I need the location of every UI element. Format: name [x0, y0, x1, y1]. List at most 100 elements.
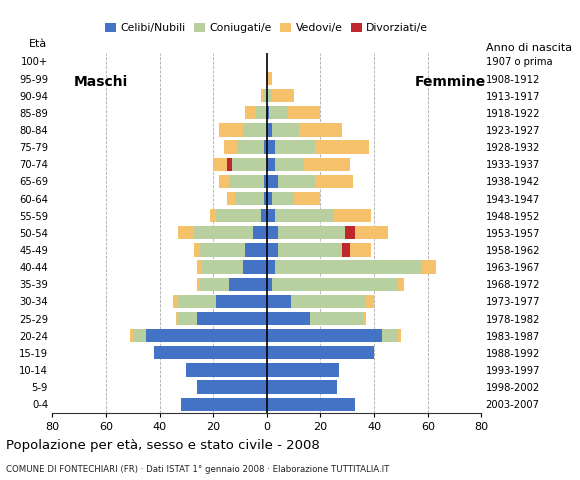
Bar	[278, 226, 345, 240]
Legend: Celibi/Nubili, Coniugati/e, Vedovi/e, Divorziati/e: Celibi/Nubili, Coniugati/e, Vedovi/e, Di…	[101, 19, 433, 37]
Bar	[366, 295, 374, 308]
Bar	[272, 277, 398, 291]
Bar	[398, 329, 401, 342]
Bar	[267, 72, 272, 85]
Bar	[133, 329, 146, 342]
Bar	[173, 295, 178, 308]
Bar	[267, 175, 278, 188]
Bar	[194, 226, 253, 240]
Bar	[272, 192, 293, 205]
Bar	[227, 192, 234, 205]
Bar	[267, 243, 278, 257]
Bar	[398, 277, 404, 291]
Bar	[154, 346, 267, 360]
Bar	[267, 209, 275, 222]
Bar	[315, 141, 369, 154]
Bar	[267, 312, 310, 325]
Bar	[270, 106, 288, 120]
Bar	[262, 89, 264, 102]
Bar	[237, 141, 264, 154]
Bar	[267, 226, 278, 240]
Bar	[229, 175, 264, 188]
Bar	[267, 397, 356, 411]
Bar	[242, 260, 267, 274]
Bar	[181, 397, 267, 411]
Bar	[272, 89, 293, 102]
Bar	[363, 312, 366, 325]
Text: Maschi: Maschi	[74, 75, 128, 89]
Bar	[229, 277, 267, 291]
Bar	[130, 329, 133, 342]
Bar	[194, 243, 200, 257]
Text: Età: Età	[28, 39, 47, 49]
Bar	[350, 243, 371, 257]
Bar	[178, 295, 216, 308]
Bar	[288, 106, 320, 120]
Bar	[315, 175, 353, 188]
Bar	[422, 260, 436, 274]
Bar	[211, 209, 216, 222]
Bar	[267, 346, 374, 360]
Bar	[267, 192, 272, 205]
Bar	[216, 295, 267, 308]
Bar	[234, 192, 264, 205]
Bar	[178, 226, 194, 240]
Bar	[245, 106, 256, 120]
Bar	[253, 226, 267, 240]
Bar	[216, 209, 262, 222]
Bar	[278, 243, 342, 257]
Bar	[197, 277, 200, 291]
Bar	[293, 192, 320, 205]
Bar	[310, 312, 363, 325]
Bar	[232, 157, 267, 171]
Bar	[342, 243, 350, 257]
Bar	[275, 141, 315, 154]
Bar	[176, 312, 178, 325]
Bar	[200, 243, 245, 257]
Bar	[267, 157, 275, 171]
Bar	[382, 329, 398, 342]
Bar	[356, 226, 387, 240]
Bar	[267, 363, 339, 377]
Bar	[267, 329, 382, 342]
Bar	[299, 123, 342, 137]
Bar	[245, 243, 267, 257]
Text: Anno di nascita: Anno di nascita	[485, 43, 572, 53]
Bar	[264, 175, 267, 188]
Bar	[242, 123, 267, 137]
Bar	[200, 277, 229, 291]
Bar	[178, 312, 197, 325]
Bar	[146, 329, 267, 342]
Bar	[267, 277, 272, 291]
Text: Popolazione per età, sesso e stato civile - 2008: Popolazione per età, sesso e stato civil…	[6, 439, 320, 452]
Bar	[267, 123, 272, 137]
Text: Femmine: Femmine	[414, 75, 485, 89]
Bar	[267, 380, 336, 394]
Bar	[275, 209, 334, 222]
Bar	[256, 106, 267, 120]
Bar	[267, 260, 275, 274]
Bar	[272, 123, 299, 137]
Bar	[334, 209, 371, 222]
Bar	[267, 106, 270, 120]
Bar	[291, 295, 366, 308]
Bar	[219, 123, 242, 137]
Bar	[275, 157, 304, 171]
Bar	[186, 363, 267, 377]
Bar	[264, 141, 267, 154]
Bar	[264, 89, 267, 102]
Bar	[304, 157, 350, 171]
Bar	[264, 192, 267, 205]
Bar	[197, 260, 202, 274]
Bar	[197, 380, 267, 394]
Text: COMUNE DI FONTECHIARI (FR) · Dati ISTAT 1° gennaio 2008 · Elaborazione TUTTITALI: COMUNE DI FONTECHIARI (FR) · Dati ISTAT …	[6, 465, 389, 474]
Bar	[267, 295, 291, 308]
Bar	[267, 141, 275, 154]
Bar	[227, 157, 232, 171]
Bar	[275, 260, 422, 274]
Bar	[197, 312, 267, 325]
Bar	[202, 260, 242, 274]
Bar	[262, 209, 267, 222]
Bar	[213, 157, 227, 171]
Bar	[219, 175, 229, 188]
